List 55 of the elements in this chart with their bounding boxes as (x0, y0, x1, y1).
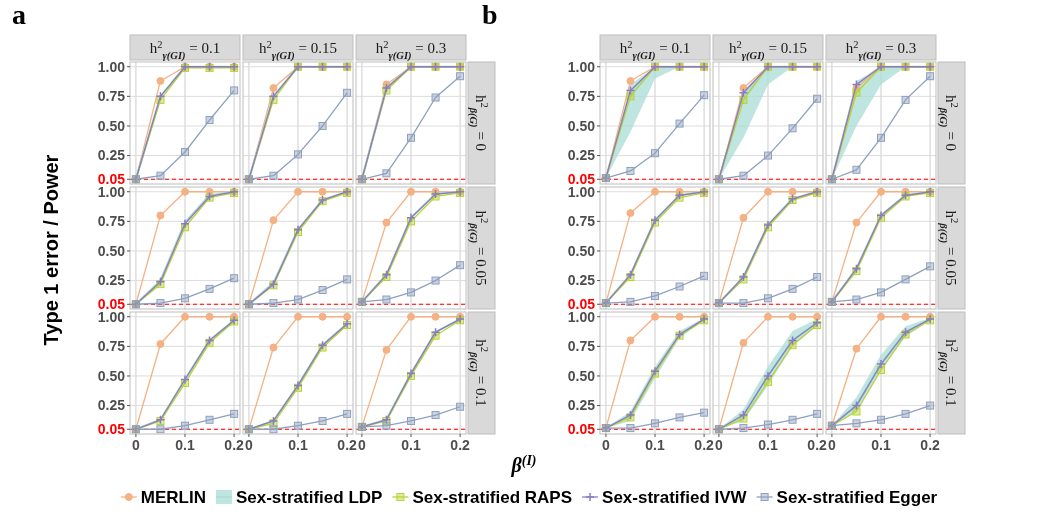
y-tick-label: 0.50 (97, 117, 126, 134)
x-tick-label: 0.1 (175, 437, 195, 453)
y-tick-label: 0.50 (97, 367, 126, 384)
y-tick-label: 0.25 (97, 397, 126, 414)
x-axis-title: β$^{(I)}$ (510, 452, 537, 477)
legend-label: Sex-stratified IVW (602, 487, 748, 507)
x-tick-label: 0.1 (401, 437, 421, 453)
y-tick-label: 0.50 (567, 117, 596, 134)
y-tick-label: 0.75 (567, 88, 596, 105)
x-tick-label: 0.2 (224, 437, 245, 453)
y-tick-label: 0.75 (97, 88, 126, 105)
text: b (482, 0, 498, 30)
y-tick-label: 0.75 (567, 213, 596, 230)
y-tick-label: 0.25 (567, 147, 596, 164)
x-tick-label: 0.1 (758, 437, 778, 453)
x-tick-label: 0 (131, 437, 140, 453)
x-tick-label: 0.2 (450, 437, 471, 453)
y-tick-label: 0.25 (567, 272, 596, 289)
x-tick-label: 0.1 (645, 437, 665, 453)
x-tick-label: 0 (357, 437, 366, 453)
legend-label: Sex-stratified LDP (235, 487, 383, 507)
x-tick-label: 0 (244, 437, 253, 453)
chart-title: h$^{2}$$_{γ(GI)}$ = 0.15 (729, 38, 807, 62)
legend-label: Sex-stratified Egger (776, 487, 938, 507)
x-tick-label: 0.2 (807, 437, 828, 453)
y-tick-label: 0.50 (567, 242, 596, 259)
y-tick-label: 0.25 (567, 397, 596, 414)
y-tick-label: 0.05 (567, 421, 596, 438)
x-tick-label: 0.2 (337, 437, 358, 453)
legend-label: MERLIN (140, 487, 206, 507)
chart-title: h$^{2}$$_{γ(GI)}$ = 0.1 (619, 38, 691, 62)
y-tick-label: 1.00 (97, 58, 126, 75)
x-tick-label: 0.1 (871, 437, 891, 453)
x-tick-label: 0.1 (288, 437, 308, 453)
y-axis-title: Type 1 error / Power (40, 154, 62, 346)
x-tick-label: 0 (827, 437, 836, 453)
y-tick-label: 0.50 (567, 367, 596, 384)
y-tick-label: 0.25 (97, 147, 126, 164)
y-tick-label: 1.00 (567, 58, 596, 75)
y-tick-label: 0.75 (567, 338, 596, 355)
chart-title: h$^{2}$$_{γ(GI)}$ = 0.3 (845, 38, 917, 62)
legend-label: Sex-stratified RAPS (412, 487, 573, 507)
y-tick-label: 0.50 (97, 242, 126, 259)
y-tick-label: 0.75 (97, 213, 126, 230)
chart-title: h$^{2}$$_{γ(GI)}$ = 0.3 (375, 38, 447, 62)
y-tick-label: 0.25 (97, 272, 126, 289)
y-tick-label: 0.05 (97, 421, 126, 438)
chart-title: h$^{2}$$_{γ(GI)}$ = 0.1 (149, 38, 221, 62)
x-tick-label: 0.2 (694, 437, 715, 453)
x-tick-label: 0 (601, 437, 610, 453)
chart-title: h$^{2}$$_{γ(GI)}$ = 0.15 (259, 38, 337, 62)
x-tick-label: 0 (714, 437, 723, 453)
y-tick-label: 0.75 (97, 338, 126, 355)
x-tick-label: 0.2 (920, 437, 941, 453)
text: a (12, 0, 26, 30)
